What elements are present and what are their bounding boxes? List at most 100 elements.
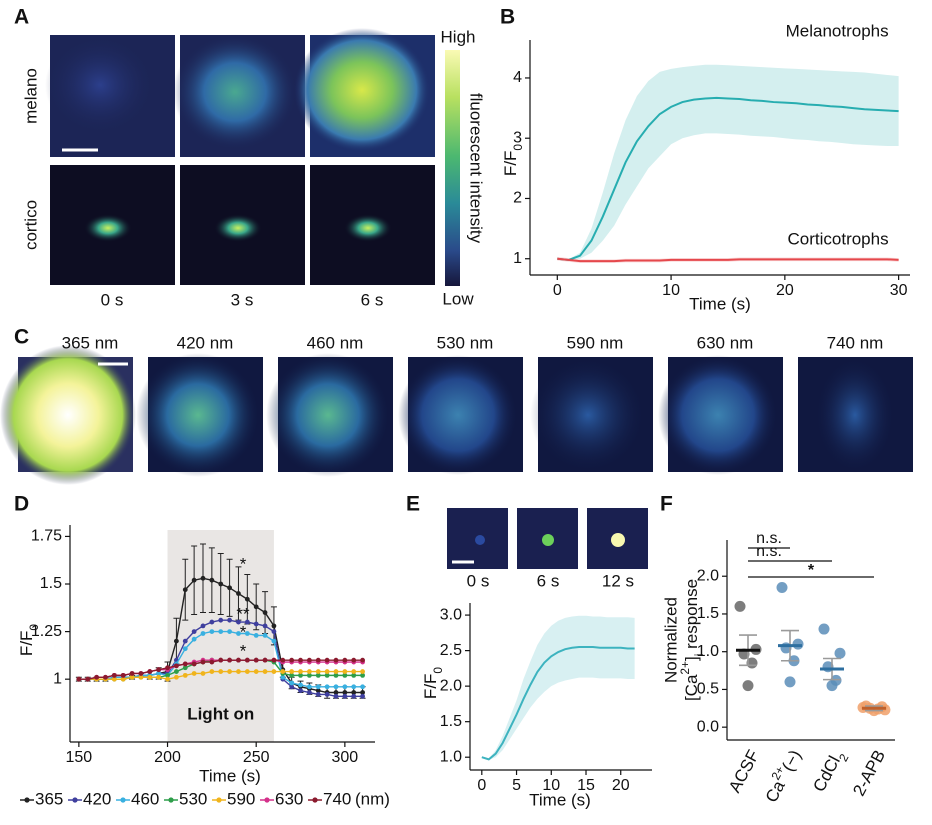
y-tick-label: 2 bbox=[513, 190, 522, 207]
error-band bbox=[557, 64, 899, 261]
time-label: 0 s bbox=[467, 571, 490, 590]
cell bbox=[214, 214, 262, 242]
panel-letter: B bbox=[500, 6, 515, 29]
panel-letter: C bbox=[14, 326, 29, 349]
data-point bbox=[236, 669, 241, 674]
data-point bbox=[826, 680, 838, 692]
data-point bbox=[315, 669, 321, 674]
x-tick-label-part: Ca bbox=[762, 777, 789, 806]
data-point bbox=[262, 633, 268, 638]
y-axis-label-part: F/F bbox=[421, 674, 440, 700]
data-point bbox=[262, 657, 268, 663]
row-label: cortico bbox=[21, 200, 40, 250]
y-axis-label: Normalized bbox=[661, 597, 680, 683]
data-point bbox=[289, 657, 295, 663]
data-point bbox=[227, 617, 232, 623]
data-point bbox=[165, 672, 170, 678]
data-point bbox=[156, 671, 162, 676]
data-point bbox=[333, 672, 339, 678]
data-point bbox=[129, 674, 135, 680]
y-axis-label: F/F0 bbox=[421, 667, 445, 700]
x-tick-label: 30 bbox=[890, 282, 908, 299]
data-point bbox=[271, 669, 277, 674]
data-point bbox=[280, 657, 286, 663]
legend-marker bbox=[216, 797, 222, 803]
data-point bbox=[298, 669, 303, 674]
wavelength-label: 460 nm bbox=[307, 333, 364, 352]
data-point bbox=[289, 669, 295, 674]
legend-label: 740 bbox=[323, 789, 351, 808]
cell bbox=[294, 28, 430, 152]
data-point bbox=[262, 669, 268, 674]
data-point bbox=[200, 623, 206, 629]
comparison-label: n.s. bbox=[756, 543, 782, 560]
x-tick-label: 0 bbox=[477, 777, 486, 794]
data-point bbox=[244, 596, 250, 602]
data-point bbox=[138, 671, 144, 676]
legend-label: 365 bbox=[35, 789, 63, 808]
series-label: Corticotrophs bbox=[788, 230, 889, 249]
y-tick-label: 1.5 bbox=[40, 575, 62, 592]
x-tick-label: 250 bbox=[243, 749, 270, 766]
data-point bbox=[315, 672, 321, 678]
significance-mark: * bbox=[240, 554, 247, 573]
data-point bbox=[191, 636, 197, 642]
x-tick-label: CdCl2 bbox=[810, 747, 852, 798]
significance-mark: * bbox=[240, 622, 247, 641]
data-point bbox=[351, 684, 357, 690]
data-point bbox=[182, 665, 188, 671]
cell bbox=[266, 353, 390, 477]
legend-marker bbox=[72, 797, 78, 803]
data-point bbox=[120, 676, 126, 682]
data-point bbox=[306, 684, 312, 690]
data-point bbox=[200, 631, 206, 636]
data-point bbox=[306, 669, 312, 674]
data-point bbox=[209, 577, 215, 583]
wavelength-label: 530 nm bbox=[437, 333, 494, 352]
y-axis-label-part: ] bbox=[682, 656, 701, 661]
data-point bbox=[111, 672, 117, 678]
data-point bbox=[315, 688, 321, 694]
y-tick-label: 1.0 bbox=[440, 748, 462, 765]
panel-letter: E bbox=[406, 493, 420, 516]
data-point bbox=[271, 629, 277, 634]
x-tick-label: 5 bbox=[512, 777, 521, 794]
x-tick-label: 10 bbox=[542, 777, 560, 794]
panel-letter: D bbox=[14, 493, 29, 516]
data-point bbox=[227, 585, 232, 591]
data-point bbox=[156, 674, 162, 680]
data-point bbox=[280, 674, 286, 680]
cell bbox=[173, 34, 297, 150]
data-point bbox=[280, 669, 286, 674]
data-point bbox=[218, 629, 224, 634]
data-point bbox=[244, 669, 250, 674]
series-line bbox=[557, 257, 899, 263]
data-point bbox=[333, 690, 339, 695]
data-point bbox=[218, 657, 224, 663]
data-point bbox=[253, 657, 259, 663]
data-point bbox=[165, 665, 170, 671]
data-point bbox=[351, 669, 357, 674]
x-tick-label: 15 bbox=[577, 777, 595, 794]
x-tick-label-part: 2+ bbox=[769, 764, 788, 783]
data-point bbox=[333, 669, 339, 674]
wavelength-label: 420 nm bbox=[177, 333, 234, 352]
data-point bbox=[360, 693, 365, 699]
data-point bbox=[351, 657, 357, 663]
panel-letter: F bbox=[660, 493, 673, 516]
data-point bbox=[289, 684, 295, 690]
data-point bbox=[324, 672, 330, 678]
data-point bbox=[173, 663, 179, 669]
data-point bbox=[315, 692, 321, 697]
data-point bbox=[244, 631, 250, 636]
data-point bbox=[262, 610, 268, 615]
data-point bbox=[209, 659, 215, 665]
y-axis-label-part: F/F bbox=[17, 631, 36, 657]
cell bbox=[136, 353, 260, 477]
row-label: melano bbox=[21, 68, 40, 124]
x-axis-label: Time (s) bbox=[689, 294, 751, 313]
y-tick-label: 0.0 bbox=[697, 718, 719, 735]
y-tick-label: 1.25 bbox=[31, 623, 62, 640]
data-point bbox=[342, 669, 348, 674]
data-point bbox=[734, 600, 746, 612]
